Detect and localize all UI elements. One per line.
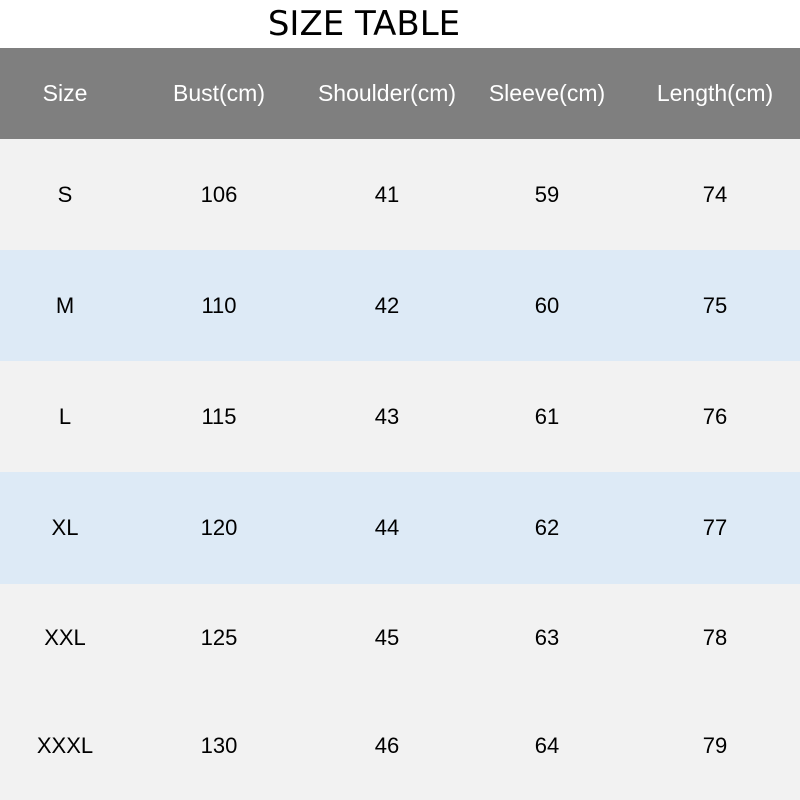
- table-cell: 130: [200, 733, 238, 758]
- table-cell: 62: [534, 515, 560, 540]
- table-cell: 59: [534, 181, 560, 207]
- table-cell: 64: [534, 733, 560, 758]
- table-cell: 45: [374, 625, 400, 650]
- table-cell: 42: [374, 292, 400, 318]
- table-cell: 78: [702, 625, 728, 650]
- table-cell: 44: [374, 515, 400, 540]
- table-cell: 110: [201, 292, 237, 318]
- table-cell: 79: [702, 733, 728, 758]
- column-header: Sleeve(cm): [488, 80, 606, 106]
- table-cell: 77: [702, 515, 728, 540]
- column-header: Length(cm): [656, 80, 774, 106]
- header-row: Size Bust(cm) Shoulder(cm) Sleeve(cm) Length…: [0, 48, 800, 139]
- table-cell: 76: [702, 403, 728, 429]
- table-row: XXXL 130 46 64 79: [0, 692, 800, 800]
- table-cell: M: [55, 292, 75, 318]
- page-title: SIZE TABLE: [267, 4, 461, 44]
- column-header: Shoulder(cm): [317, 80, 457, 106]
- table-row: L 115 43 61 76: [0, 361, 800, 472]
- table-cell: 125: [200, 625, 238, 650]
- table-cell: XXXL: [36, 733, 94, 758]
- table-cell: 61: [534, 403, 560, 429]
- table-cell: L: [58, 403, 72, 429]
- table-cell: XXL: [44, 625, 86, 650]
- table-cell: 120: [200, 515, 238, 540]
- table-cell: 41: [374, 181, 400, 207]
- table-row: S 106 41 59 74: [0, 139, 800, 250]
- table-cell: 63: [534, 625, 560, 650]
- table-cell: 106: [200, 181, 238, 207]
- table-cell: 74: [702, 181, 728, 207]
- column-header: Bust(cm): [173, 80, 265, 106]
- table-cell: 75: [702, 292, 728, 318]
- table-row: M 110 42 60 75: [0, 250, 800, 361]
- table-cell: 43: [374, 403, 400, 429]
- column-header: Size: [42, 80, 88, 106]
- table-cell: 115: [201, 403, 237, 429]
- table-cell: 60: [534, 292, 560, 318]
- table-row: XXL 125 45 63 78: [0, 584, 800, 692]
- table-row: XL 120 44 62 77: [0, 472, 800, 584]
- table-cell: 46: [374, 733, 400, 758]
- table-cell: XL: [51, 515, 79, 540]
- table-cell: S: [57, 181, 73, 207]
